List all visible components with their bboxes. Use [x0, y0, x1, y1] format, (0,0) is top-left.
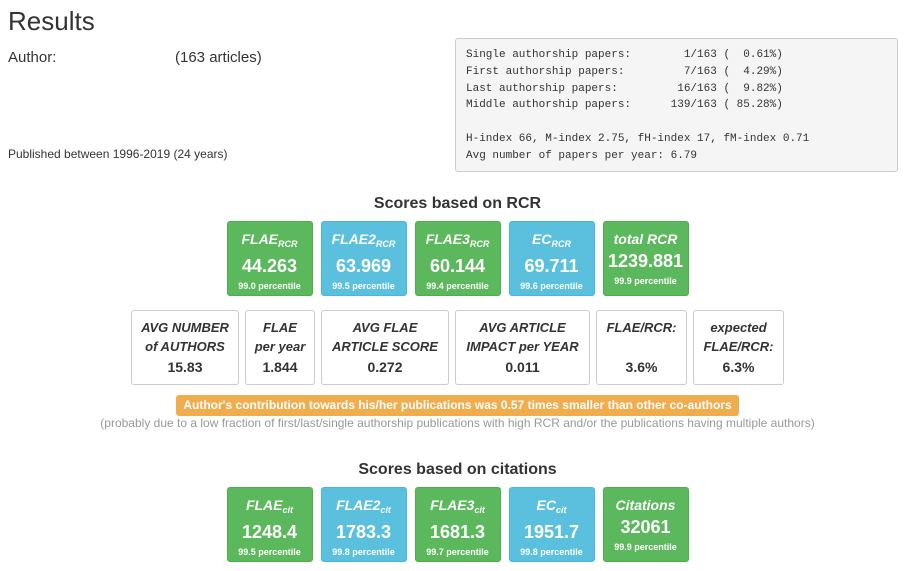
- rcr-score-flae3-rcr: FLAE3RCR 60.144 99.4 percentile: [414, 221, 501, 296]
- score-value: 69.711: [524, 256, 579, 276]
- author-label: Author:: [8, 49, 57, 66]
- rcr-score-total-rcr: total RCR 1239.881 99.9 percentile: [602, 221, 689, 296]
- rcr-section-title: Scores based on RCR: [373, 195, 542, 212]
- citations-section-title: Scores based on citations: [358, 461, 557, 478]
- score-label: FLAE3RCR: [425, 231, 490, 249]
- article-count: (163 articles): [175, 49, 262, 66]
- score-percentile: 99.0 percentile: [238, 281, 301, 291]
- metric-label: AVG FLAE ARTICLE SCORE: [332, 320, 438, 354]
- score-label: FLAERCR: [241, 231, 298, 249]
- rcr-score-flae-rcr: FLAERCR 44.263 99.0 percentile: [226, 221, 313, 296]
- stats-line: H-index 66, M-index 2.75, fH-index 17, f…: [466, 132, 810, 145]
- metric-value: 3.6%: [625, 359, 658, 375]
- metric-avg-article-impact-per-year: AVG ARTICLE IMPACT per YEAR 0.011: [455, 310, 590, 385]
- metric-avg-number-of-authors: AVG NUMBER of AUTHORS 15.83: [131, 310, 239, 385]
- score-percentile: 99.8 percentile: [332, 547, 395, 557]
- score-label: FLAEcit: [245, 497, 294, 515]
- score-value: 1681.3: [429, 522, 486, 542]
- stats-line: [466, 114, 887, 131]
- rcr-score-flae2-rcr: FLAE2RCR 63.969 99.5 percentile: [320, 221, 407, 296]
- score-value: 44.263: [241, 256, 298, 276]
- score-percentile: 99.6 percentile: [520, 281, 583, 291]
- metric-flae-per-year: FLAE per year 1.844: [245, 310, 315, 385]
- metric-expected-flae-rcr: expected FLAE/RCR: 6.3%: [693, 310, 784, 385]
- score-label: Citations: [615, 497, 676, 513]
- rcr-score-ec-rcr: ECRCR 69.711 99.6 percentile: [508, 221, 595, 296]
- metric-label: FLAE per year: [254, 320, 306, 354]
- metric-label: AVG NUMBER of AUTHORS: [141, 320, 229, 354]
- metric-value: 0.272: [367, 359, 403, 375]
- citations-score-flae-cit: FLAEcit 1248.4 99.5 percentile: [226, 487, 313, 562]
- score-label: FLAE2cit: [336, 497, 391, 515]
- metric-avg-flae-article-score: AVG FLAE ARTICLE SCORE 0.272: [321, 310, 449, 385]
- rcr-metrics-row: AVG NUMBER of AUTHORS 15.83 FLAE per year 1…: [0, 310, 915, 385]
- score-label: FLAE3cit: [430, 497, 485, 515]
- score-percentile: 99.5 percentile: [238, 547, 301, 557]
- stats-line: Middle authorship papers: 139/163 ( 85.2…: [466, 99, 783, 112]
- stats-line: First authorship papers: 7/163 ( 4.29%): [466, 65, 783, 78]
- score-label: total RCR: [613, 231, 678, 247]
- rcr-scores-row: FLAERCR 44.263 99.0 percentile FLAE2RCR 63.9…: [0, 221, 915, 296]
- score-label: FLAE2RCR: [331, 231, 396, 249]
- score-value: 1783.3: [335, 522, 392, 542]
- stats-line: Single authorship papers: 1/163 ( 0.61%): [466, 49, 783, 61]
- citation-scores-row: FLAEcit 1248.4 99.5 percentile FLAE2cit 1783…: [0, 487, 915, 562]
- citations-score-citations: Citations 32061 99.9 percentile: [602, 487, 689, 562]
- score-label: ECcit: [536, 497, 567, 515]
- metric-value: 15.83: [167, 359, 203, 375]
- citations-score-flae3-cit: FLAE3cit 1681.3 99.7 percentile: [414, 487, 501, 562]
- score-value: 60.144: [429, 256, 486, 276]
- contribution-note: (probably due to a low fraction of first…: [100, 416, 815, 430]
- stats-line: Last authorship papers: 16/163 ( 9.82%): [466, 82, 783, 95]
- citations-score-ec-cit: ECcit 1951.7 99.8 percentile: [508, 487, 595, 562]
- metric-label: FLAE/RCR:: [606, 320, 677, 335]
- citations-score-flae2-cit: FLAE2cit 1783.3 99.8 percentile: [320, 487, 407, 562]
- score-percentile: 99.8 percentile: [520, 547, 583, 557]
- warning-wrap: Author's contribution towards his/her pu…: [0, 395, 915, 416]
- metric-label: expected FLAE/RCR:: [703, 320, 774, 354]
- score-percentile: 99.5 percentile: [332, 281, 395, 291]
- metric-label: AVG ARTICLE IMPACT per YEAR: [466, 320, 579, 354]
- contribution-warning-badge: Author's contribution towards his/her pu…: [176, 395, 739, 416]
- stats-line: Avg number of papers per year: 6.79: [466, 149, 698, 162]
- metric-value: 0.011: [505, 359, 540, 375]
- metric-value: 1.844: [262, 359, 298, 375]
- metric-flae-rcr: FLAE/RCR: 3.6%: [596, 310, 687, 385]
- authorship-stats-box: Single authorship papers: 1/163 ( 0.61%)…: [455, 38, 898, 172]
- score-value: 1248.4: [241, 522, 298, 542]
- score-percentile: 99.7 percentile: [426, 547, 489, 557]
- score-percentile: 99.9 percentile: [614, 542, 677, 552]
- score-label: ECRCR: [532, 231, 571, 249]
- score-percentile: 99.4 percentile: [426, 281, 489, 291]
- score-value: 1239.881: [607, 251, 684, 271]
- page-title: Results: [8, 6, 95, 36]
- score-value: 63.969: [335, 256, 392, 276]
- published-range: Published between 1996-2019 (24 years): [8, 147, 228, 161]
- metric-value: 6.3%: [722, 359, 755, 375]
- score-value: 1951.7: [523, 522, 580, 542]
- score-percentile: 99.9 percentile: [614, 276, 677, 286]
- score-value: 32061: [620, 517, 671, 537]
